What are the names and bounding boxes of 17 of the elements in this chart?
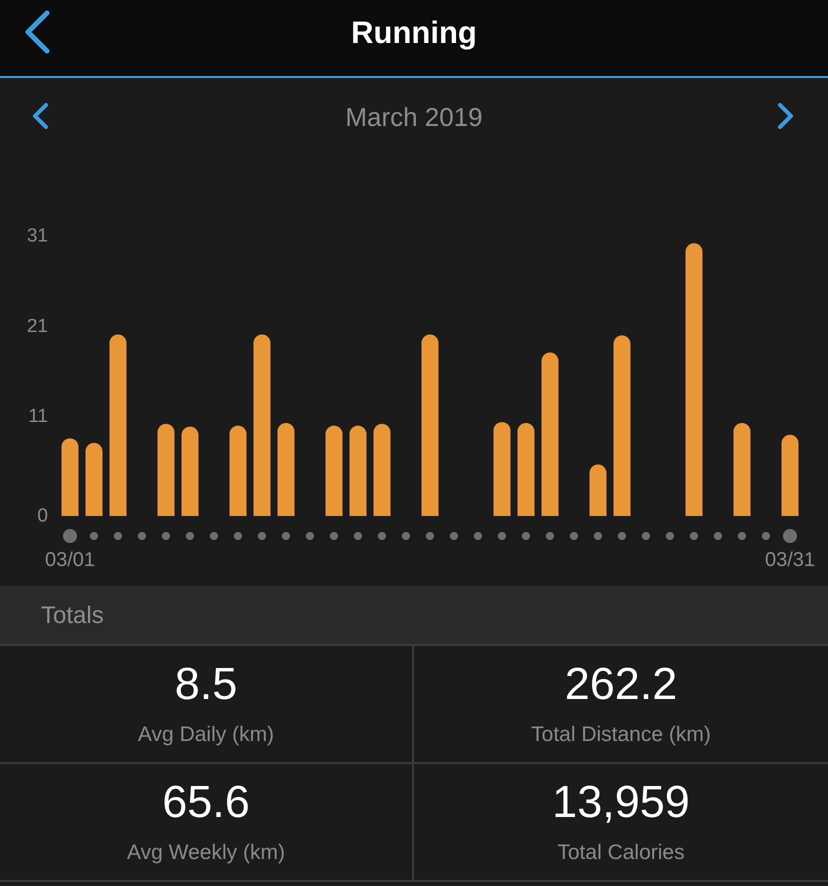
text: 65.6 [161, 776, 251, 828]
text: 262.2 [564, 658, 678, 710]
text: 13,959 [551, 776, 691, 828]
x-tick-label: 03/31 [764, 549, 816, 571]
text: Avg Daily (km) [136, 722, 276, 748]
y-tick-label: 21 [26, 316, 48, 337]
y-tick-label: 0 [37, 506, 48, 526]
text: Total Calories [556, 840, 686, 866]
y-tick-label: 31 [26, 226, 48, 246]
text: 8.5 [174, 658, 238, 710]
text: Avg Weekly (km) [126, 840, 286, 866]
chart-title: Running [350, 14, 478, 52]
text: Totals [41, 601, 104, 631]
y-tick-label: 11 [28, 406, 48, 428]
x-tick-label: 03/01 [44, 549, 96, 571]
chart-subtitle: March 2019 [344, 101, 484, 133]
text: Total Distance (km) [530, 722, 712, 748]
